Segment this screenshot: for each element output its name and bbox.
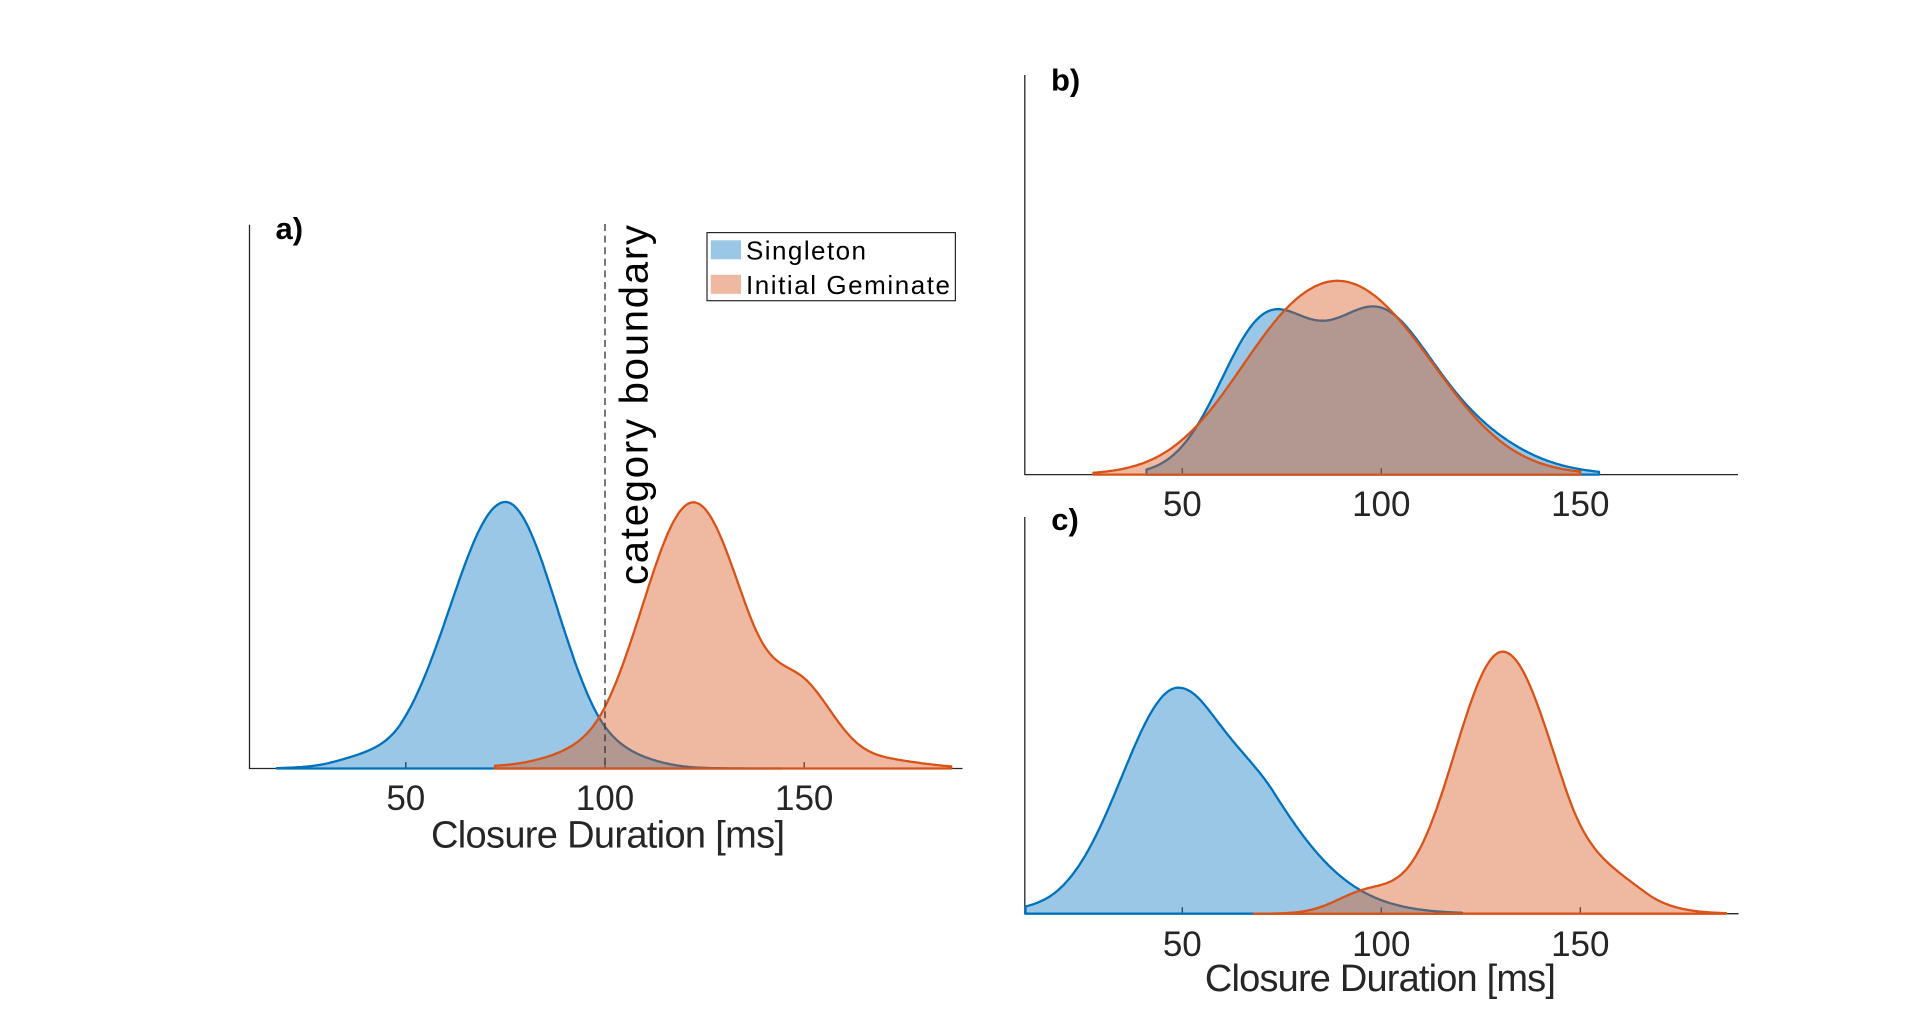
svg-text:Initial Geminate: Initial Geminate [746,270,950,300]
svg-text:150: 150 [775,779,833,818]
svg-text:Singleton: Singleton [746,235,866,265]
svg-text:Closure Duration [ms]: Closure Duration [ms] [431,815,785,857]
svg-text:50: 50 [1163,925,1202,964]
svg-text:50: 50 [1163,485,1202,524]
svg-text:c): c) [1051,502,1079,537]
svg-text:50: 50 [386,779,425,818]
svg-text:category boundary: category boundary [613,225,657,585]
svg-text:150: 150 [1551,925,1609,964]
svg-text:100: 100 [576,779,634,818]
svg-text:100: 100 [1352,925,1410,964]
svg-text:Closure Duration [ms]: Closure Duration [ms] [1205,958,1556,1000]
svg-text:a): a) [276,211,304,246]
svg-text:100: 100 [1352,485,1410,524]
svg-text:b): b) [1051,62,1080,97]
svg-text:150: 150 [1551,485,1609,524]
